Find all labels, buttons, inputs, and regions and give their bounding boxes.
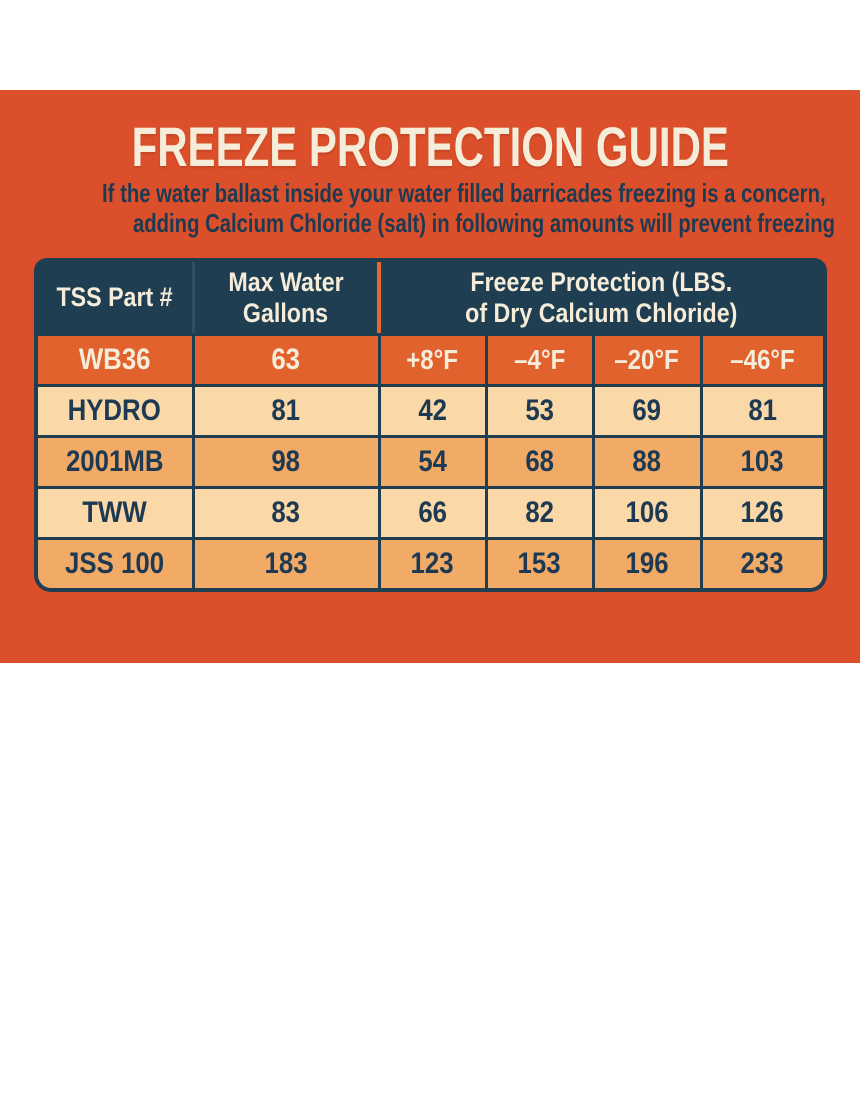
- temp-header-minus4f: –4°F: [487, 336, 592, 384]
- cell-2001mb-plus8f: 54: [380, 438, 485, 486]
- cell-tww-minus20f: 106: [594, 489, 700, 537]
- freeze-guide-banner: FREEZE PROTECTION GUIDE If the water bal…: [0, 90, 860, 663]
- header-divider-orange: [377, 262, 381, 333]
- cell-tww-part: TWW: [37, 489, 192, 537]
- cell-tww-plus8f: 66: [380, 489, 485, 537]
- cell-hydro-minus4f: 53: [487, 387, 592, 435]
- cell-hydro-gallons: 81: [194, 387, 378, 435]
- cell-jss100-minus20f: 196: [594, 540, 700, 588]
- temp-header-plus8f: +8°F: [380, 336, 485, 384]
- temp-header-minus46f: –46°F: [702, 336, 823, 384]
- header-divider-light: [191, 262, 195, 333]
- cell-hydro-minus20f: 69: [594, 387, 700, 435]
- cell-tww-minus46f: 126: [702, 489, 823, 537]
- temp-header-minus20f: –20°F: [594, 336, 700, 384]
- freeze-protection-table: TSS Part # Max Water Gallons Freeze Prot…: [33, 258, 827, 592]
- page-title: FREEZE PROTECTION GUIDE: [0, 116, 860, 178]
- cell-jss100-gallons: 183: [194, 540, 378, 588]
- header-tss-part: TSS Part #: [37, 262, 192, 333]
- cell-jss100-part: JSS 100: [37, 540, 192, 588]
- cell-jss100-minus4f: 153: [487, 540, 592, 588]
- cell-tww-minus4f: 82: [487, 489, 592, 537]
- cell-tww-gallons: 83: [194, 489, 378, 537]
- header-freeze-protection: Freeze Protection (LBS. of Dry Calcium C…: [377, 262, 823, 333]
- cell-hydro-plus8f: 42: [380, 387, 485, 435]
- cell-wb36-gallons: 63: [194, 336, 378, 384]
- cell-2001mb-part: 2001MB: [37, 438, 192, 486]
- cell-jss100-plus8f: 123: [380, 540, 485, 588]
- subtitle-line-2: adding Calcium Chloride (salt) in follow…: [132, 208, 835, 238]
- header-max-water-gallons: Max Water Gallons: [191, 262, 378, 333]
- cell-wb36-part: WB36: [37, 336, 192, 384]
- cell-2001mb-minus20f: 88: [594, 438, 700, 486]
- cell-2001mb-minus46f: 103: [702, 438, 823, 486]
- cell-2001mb-gallons: 98: [194, 438, 378, 486]
- page-title-text: FREEZE PROTECTION GUIDE: [131, 115, 729, 178]
- subtitle-line-1: If the water ballast inside your water f…: [102, 178, 826, 208]
- cell-jss100-minus46f: 233: [702, 540, 823, 588]
- cell-hydro-minus46f: 81: [702, 387, 823, 435]
- cell-2001mb-minus4f: 68: [487, 438, 592, 486]
- cell-hydro-part: HYDRO: [37, 387, 192, 435]
